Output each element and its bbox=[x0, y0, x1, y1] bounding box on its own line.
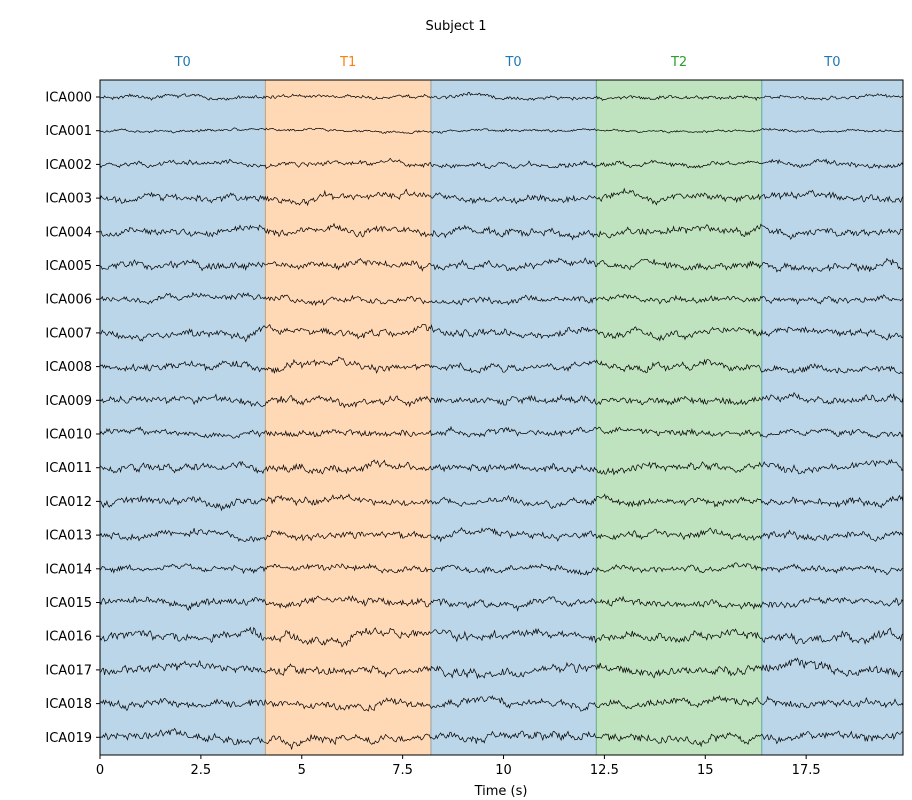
y-tick-label-ICA006: ICA006 bbox=[45, 293, 92, 308]
trace-ICA018 bbox=[99, 695, 904, 712]
trace-ICA001 bbox=[99, 127, 904, 134]
segment-labels: T0 T1 T0 T2 T0 bbox=[174, 55, 841, 70]
x-tick-label-4: 10 bbox=[495, 763, 512, 778]
y-tick-label-ICA008: ICA008 bbox=[45, 360, 92, 375]
y-tick-label-ICA001: ICA001 bbox=[45, 124, 92, 139]
segment-bands bbox=[99, 79, 904, 756]
trace-ICA012 bbox=[99, 493, 904, 512]
y-tick-label-ICA019: ICA019 bbox=[45, 731, 92, 746]
segment-band-3 bbox=[595, 79, 763, 756]
y-tick-label-ICA005: ICA005 bbox=[45, 259, 92, 274]
segment-label-0: T0 bbox=[174, 55, 191, 70]
trace-ICA011 bbox=[99, 458, 904, 476]
y-tick-label-ICA004: ICA004 bbox=[45, 225, 92, 240]
x-axis-label: Time (s) bbox=[474, 784, 528, 799]
segment-label-3: T2 bbox=[670, 55, 687, 70]
trace-ICA003 bbox=[99, 187, 904, 207]
trace-ICA015 bbox=[99, 595, 904, 612]
trace-ICA014 bbox=[99, 562, 904, 576]
trace-ICA008 bbox=[99, 356, 904, 375]
segment-band-4 bbox=[761, 79, 904, 756]
y-tick-label-ICA012: ICA012 bbox=[45, 495, 92, 510]
y-tick-label-ICA014: ICA014 bbox=[45, 562, 92, 577]
x-tick-label-2: 5 bbox=[298, 763, 306, 778]
y-tick-label-ICA009: ICA009 bbox=[45, 394, 92, 409]
trace-ICA006 bbox=[100, 291, 904, 307]
trace-ICA013 bbox=[99, 526, 904, 543]
y-tick-label-ICA003: ICA003 bbox=[45, 192, 92, 207]
segment-band-1 bbox=[264, 79, 432, 756]
x-tick-label-6: 15 bbox=[697, 763, 714, 778]
chart-title: Subject 1 bbox=[425, 19, 486, 34]
y-tick-label-ICA015: ICA015 bbox=[45, 596, 92, 611]
trace-ICA007 bbox=[99, 323, 904, 343]
y-tick-label-ICA017: ICA017 bbox=[45, 663, 92, 678]
segment-label-2: T0 bbox=[504, 55, 521, 70]
trace-ICA009 bbox=[99, 392, 904, 409]
y-tick-label-ICA018: ICA018 bbox=[45, 697, 92, 712]
y-axis: ICA000 ICA001 ICA002 ICA003 ICA004 ICA005 ICA0… bbox=[45, 91, 100, 746]
y-tick-label-ICA007: ICA007 bbox=[45, 326, 92, 341]
trace-ICA002 bbox=[99, 157, 904, 170]
segment-label-1: T1 bbox=[339, 55, 356, 70]
trace-ICA005 bbox=[99, 257, 904, 273]
trace-ICA004 bbox=[99, 222, 904, 241]
y-tick-label-ICA010: ICA010 bbox=[45, 428, 92, 443]
segment-band-0 bbox=[99, 79, 266, 756]
y-tick-label-ICA011: ICA011 bbox=[45, 461, 92, 476]
segment-label-4: T0 bbox=[823, 55, 840, 70]
x-tick-label-0: 0 bbox=[96, 763, 104, 778]
segment-band-2 bbox=[430, 79, 597, 756]
y-tick-label-ICA002: ICA002 bbox=[45, 158, 92, 173]
trace-ICA019 bbox=[99, 727, 904, 750]
trace-ICA016 bbox=[99, 626, 904, 648]
x-tick-label-3: 7.5 bbox=[392, 763, 413, 778]
trace-ICA017 bbox=[99, 657, 904, 680]
trace-ICA000 bbox=[99, 91, 904, 101]
channel-traces bbox=[99, 91, 904, 750]
x-tick-label-7: 17.5 bbox=[792, 763, 821, 778]
y-tick-label-ICA013: ICA013 bbox=[45, 529, 92, 544]
x-tick-label-5: 12.5 bbox=[590, 763, 619, 778]
y-tick-label-ICA000: ICA000 bbox=[45, 91, 92, 106]
trace-ICA010 bbox=[99, 425, 904, 439]
x-tick-label-1: 2.5 bbox=[191, 763, 212, 778]
y-tick-label-ICA016: ICA016 bbox=[45, 630, 92, 645]
x-axis: 0 2.5 5 7.5 10 12.5 15 17.5 bbox=[96, 755, 821, 778]
axes-frame bbox=[99, 79, 904, 756]
